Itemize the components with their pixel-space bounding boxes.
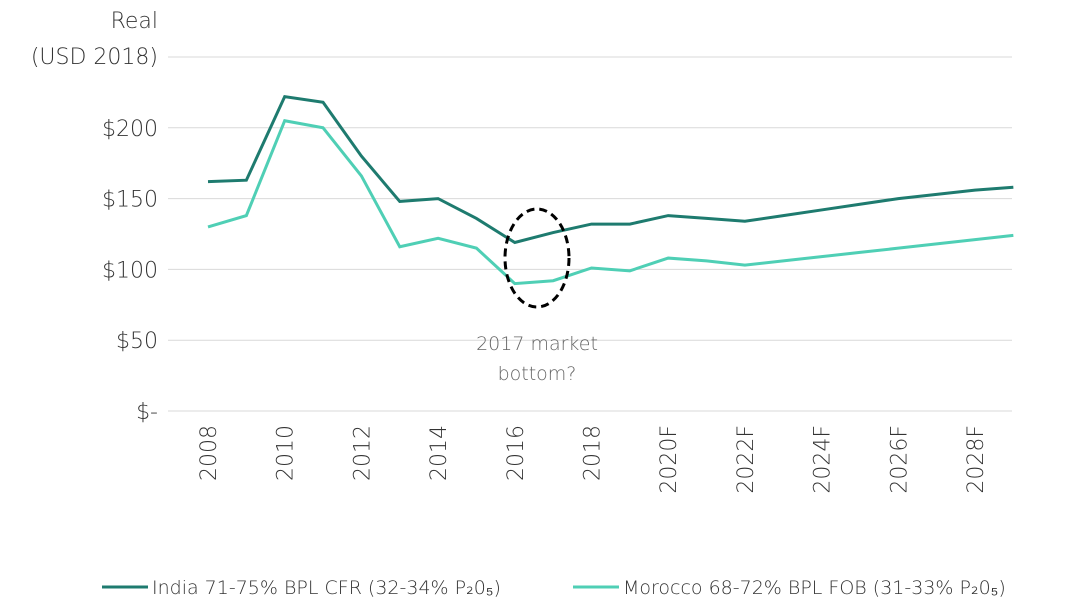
legend-label: India 71-75% BPL CFR (32-34% P₂0₅) (152, 577, 501, 599)
y-tick-label: $50 (116, 329, 158, 354)
legend-label: Morocco 68-72% BPL FOB (31-33% P₂0₅) (623, 577, 1006, 599)
x-tick-label: 2024F (811, 425, 836, 494)
x-tick-label: 2026F (887, 425, 912, 494)
series-line (207, 94, 1014, 245)
y-axis-label: Real (111, 9, 158, 34)
x-tick-label: 2008 (197, 425, 222, 481)
plot: $- $50 $100 $150 $200 2008 2010 2012 2014 2016 201… (102, 56, 1014, 599)
annotation-ellipse (503, 207, 571, 309)
x-tick-label: 2014 (427, 425, 452, 481)
x-tick-label: 2012 (350, 425, 375, 481)
series-line (207, 119, 1014, 286)
x-tick-label: 2018 (581, 425, 606, 481)
x-tick-label: 2010 (274, 425, 299, 481)
y-tick-label: $100 (102, 258, 158, 283)
annotation: bottom? (498, 363, 577, 385)
y-tick-label: $- (136, 400, 158, 425)
y-tick-label: $200 (102, 117, 158, 142)
y-axis-label: (USD 2018) (31, 45, 158, 70)
x-tick-label: 2028F (964, 425, 989, 494)
y-tick-label: $150 (102, 188, 158, 213)
x-tick-label: 2022F (734, 425, 759, 494)
x-tick-label: 2020F (657, 425, 682, 494)
annotation: 2017 market (476, 333, 598, 355)
x-tick-label: 2016 (504, 425, 529, 481)
